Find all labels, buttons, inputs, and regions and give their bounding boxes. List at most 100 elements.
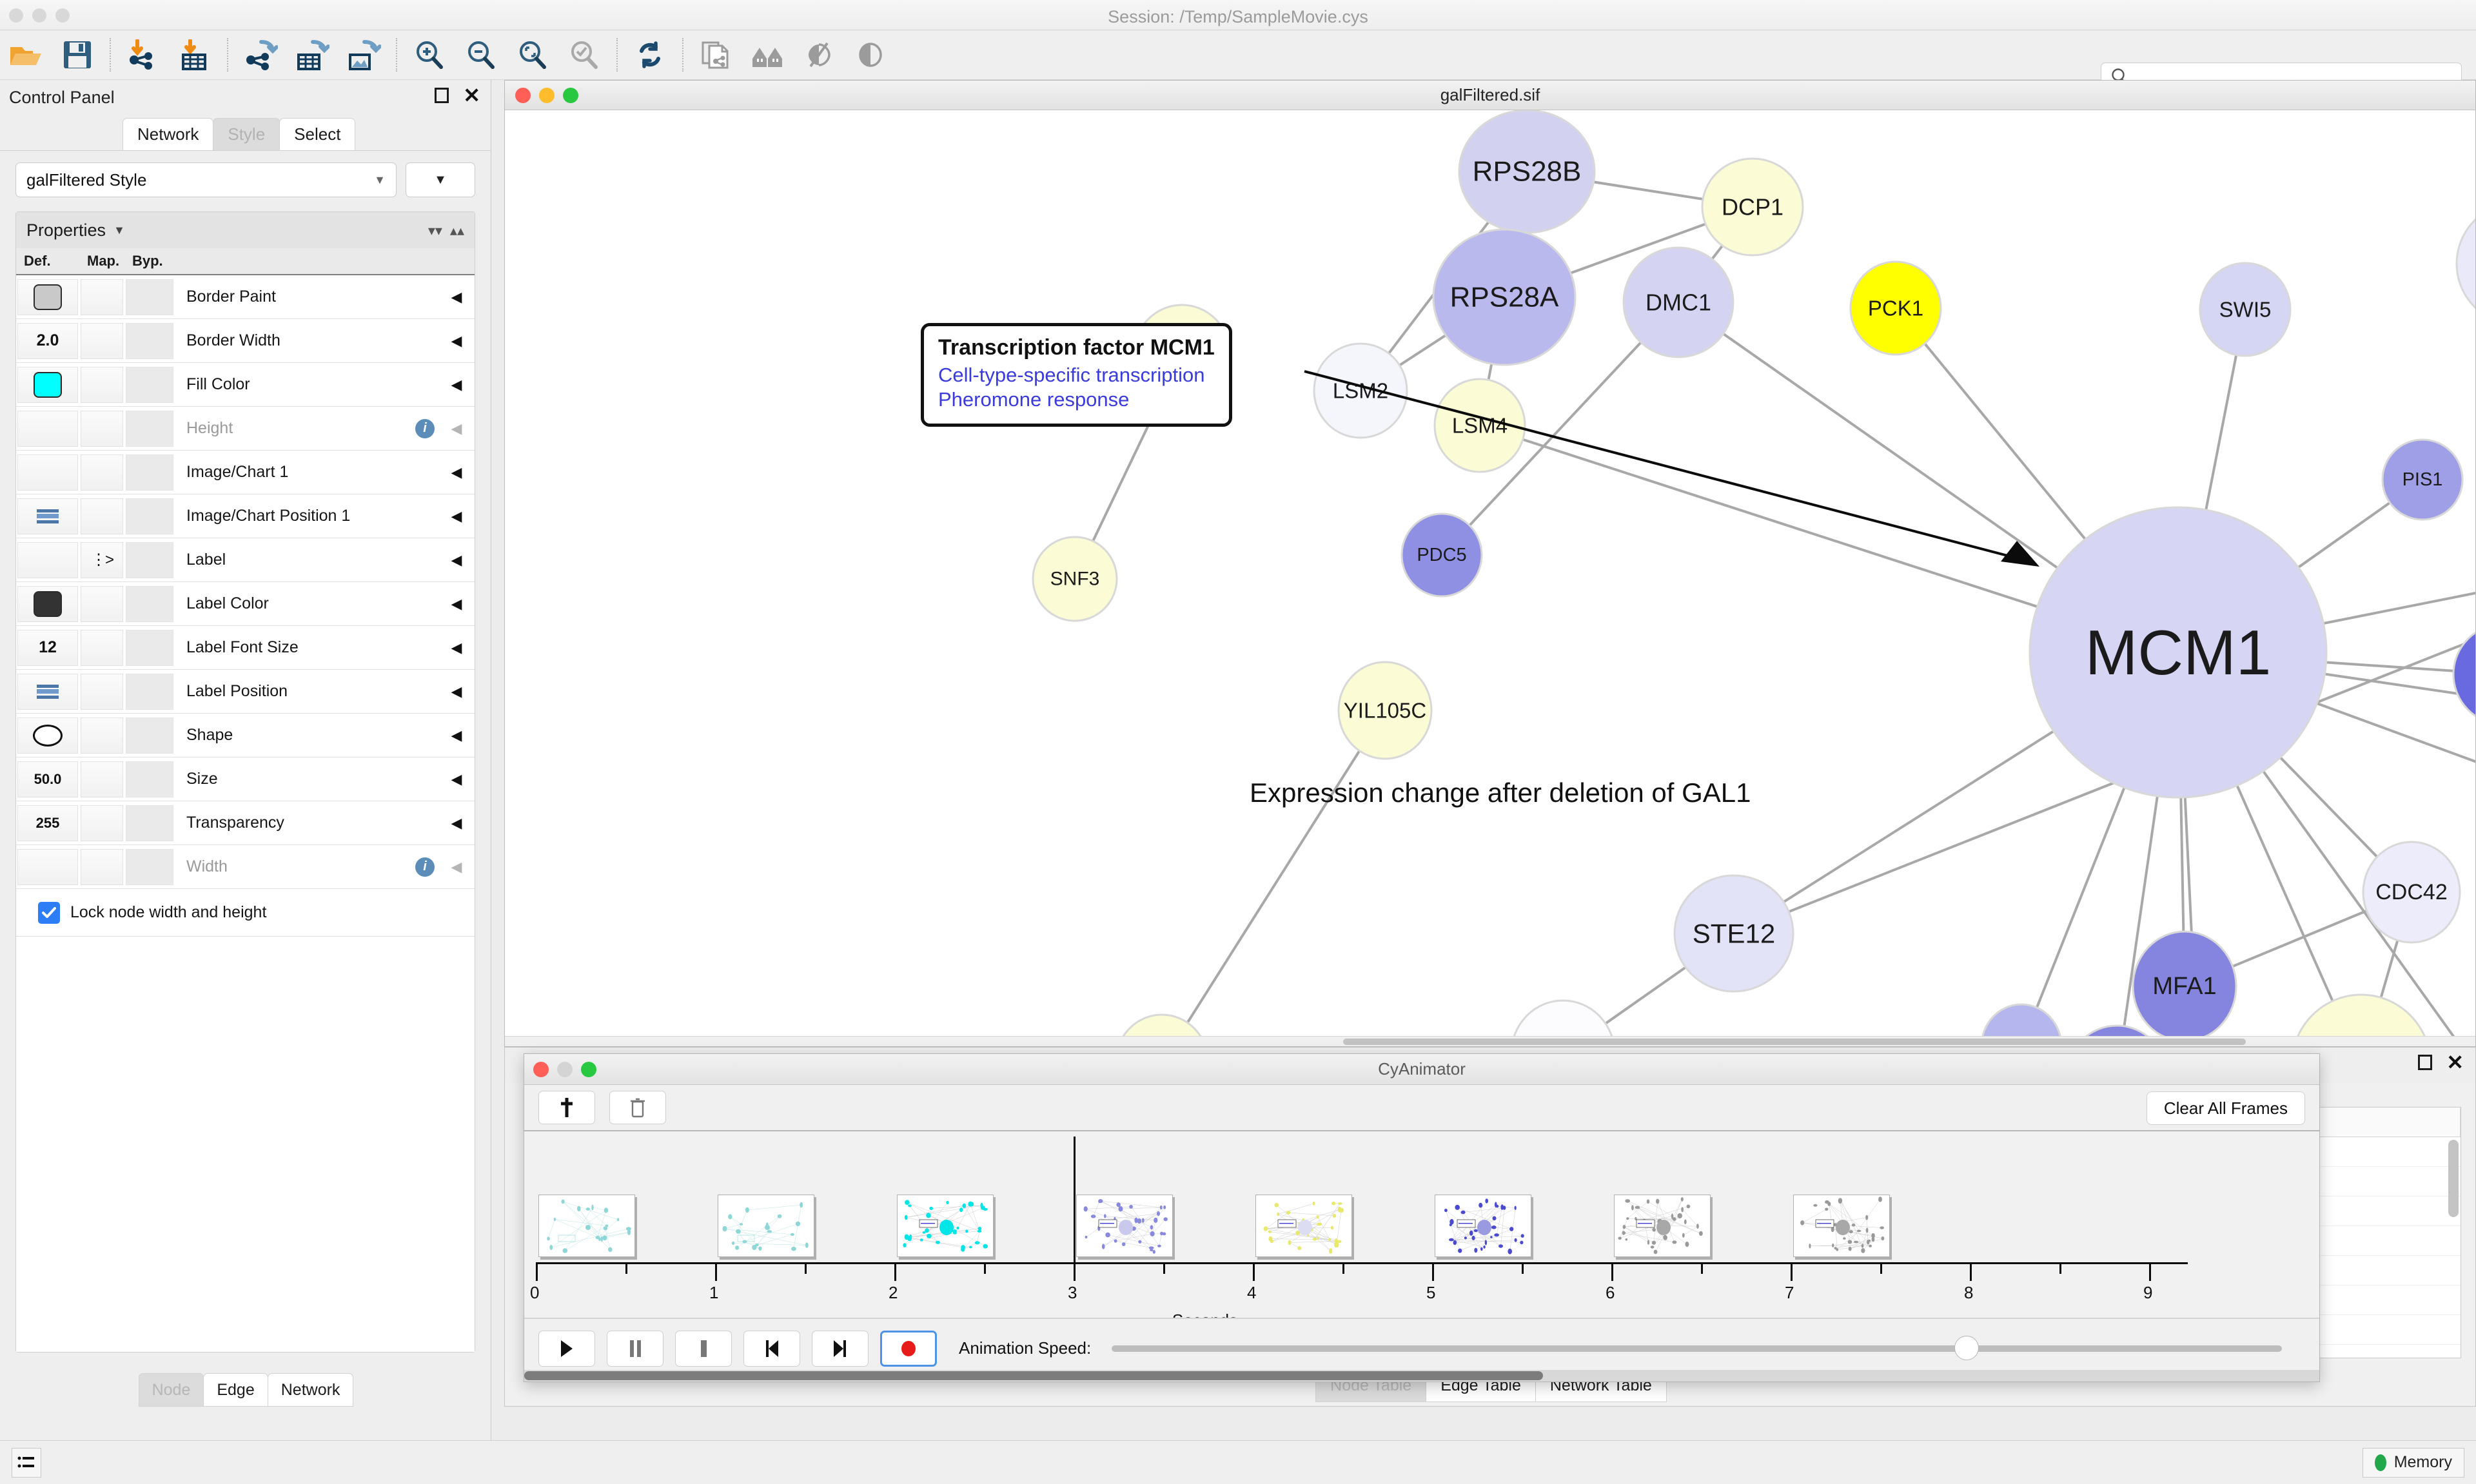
node-ellipse[interactable] xyxy=(1433,378,1526,473)
property-mapping-cell[interactable] xyxy=(81,454,123,491)
color-swatch[interactable] xyxy=(34,591,62,617)
property-default-cell[interactable] xyxy=(17,542,78,578)
add-frame-button[interactable] xyxy=(538,1091,595,1124)
property-row[interactable]: Image/Chart Position 1 ◀ xyxy=(16,494,475,538)
new-network-from-selection-icon[interactable] xyxy=(690,33,742,77)
destroy-network-icon[interactable] xyxy=(742,33,793,77)
task-list-icon[interactable] xyxy=(12,1447,41,1478)
fit-to-window-icon[interactable] xyxy=(507,33,558,77)
skip-previous-button[interactable] xyxy=(743,1330,800,1367)
network-node[interactable]: PCK1 xyxy=(1849,260,1942,356)
network-node[interactable]: MFA2 xyxy=(2452,624,2475,725)
cyanimator-timeline[interactable]: Seconds 0 1 2 3 4 5 6 7 8 9 xyxy=(524,1131,2319,1318)
hide-selected-icon[interactable] xyxy=(793,33,845,77)
property-bypass-cell[interactable] xyxy=(126,542,173,578)
property-default-cell[interactable] xyxy=(17,454,78,491)
property-mapping-cell[interactable]: ⋮> xyxy=(81,542,123,578)
network-node[interactable]: MCM1 xyxy=(2029,506,2328,799)
property-bypass-cell[interactable] xyxy=(126,322,173,359)
zoom-out-icon[interactable] xyxy=(455,33,507,77)
property-row[interactable]: Border Paint ◀ xyxy=(16,275,475,319)
property-mapping-cell[interactable] xyxy=(81,629,123,666)
property-default-cell[interactable]: 255 xyxy=(17,805,78,841)
property-expand-arrow[interactable]: ◀ xyxy=(451,858,462,875)
node-ellipse[interactable] xyxy=(1701,157,1804,257)
tab-style[interactable]: Style xyxy=(213,118,280,150)
record-button[interactable] xyxy=(880,1330,937,1367)
node-ellipse[interactable] xyxy=(2029,506,2328,799)
annotation-box[interactable]: Transcription factor MCM1 Cell-type-spec… xyxy=(921,323,1232,427)
node-ellipse[interactable] xyxy=(2292,993,2431,1046)
property-expand-arrow[interactable]: ◀ xyxy=(451,595,462,612)
info-icon[interactable]: i xyxy=(415,418,435,438)
property-bypass-cell[interactable] xyxy=(126,278,173,315)
property-expand-arrow[interactable]: ◀ xyxy=(451,727,462,743)
network-edge[interactable] xyxy=(1162,709,1386,1046)
timeline-frame[interactable] xyxy=(1255,1195,1352,1257)
property-row[interactable]: Label Color ◀ xyxy=(16,582,475,626)
property-expand-arrow[interactable]: ◀ xyxy=(451,814,462,831)
network-node[interactable]: LSM2 xyxy=(1313,342,1408,439)
property-row[interactable]: 12 Label Font Size ◀ xyxy=(16,626,475,670)
network-node[interactable]: PDC5 xyxy=(1400,513,1483,598)
property-row[interactable]: Shape ◀ xyxy=(16,714,475,757)
export-network-icon[interactable] xyxy=(235,33,286,77)
property-bypass-cell[interactable] xyxy=(126,498,173,534)
window-close-button[interactable] xyxy=(9,8,23,23)
node-ellipse[interactable] xyxy=(2452,624,2475,725)
tab-network[interactable]: Network xyxy=(123,118,214,150)
property-row[interactable]: Label Position ◀ xyxy=(16,670,475,714)
network-node[interactable]: STE12 xyxy=(1673,874,1794,993)
property-default-cell[interactable] xyxy=(17,717,78,754)
import-table-icon[interactable] xyxy=(169,33,221,77)
property-bypass-cell[interactable] xyxy=(126,673,173,710)
network-node[interactable]: SWI5 xyxy=(2199,262,2292,357)
bottom-tab-node[interactable]: Node xyxy=(138,1373,204,1407)
canvas-scroll-thumb[interactable] xyxy=(1343,1039,2246,1045)
property-default-cell[interactable] xyxy=(17,848,78,885)
property-bypass-cell[interactable] xyxy=(126,761,173,797)
bottom-tab-network[interactable]: Network xyxy=(267,1373,354,1407)
property-bypass-cell[interactable] xyxy=(126,717,173,754)
timeline-frame[interactable] xyxy=(1076,1195,1173,1257)
node-ellipse[interactable] xyxy=(1849,260,1942,356)
timeline-playhead[interactable] xyxy=(1074,1137,1076,1265)
save-icon[interactable] xyxy=(52,33,103,77)
property-expand-arrow[interactable]: ◀ xyxy=(451,288,462,305)
ellipse-shape-icon[interactable] xyxy=(33,724,63,747)
color-swatch[interactable] xyxy=(34,284,62,310)
node-ellipse[interactable] xyxy=(1432,228,1577,366)
property-row[interactable]: Width i ◀ xyxy=(16,845,475,889)
table-vertical-scrollbar[interactable] xyxy=(2448,1140,2459,1217)
stop-button[interactable] xyxy=(675,1330,732,1367)
timeline-frame[interactable] xyxy=(1614,1195,1711,1257)
property-expand-arrow[interactable]: ◀ xyxy=(451,464,462,480)
timeline-frame[interactable] xyxy=(1435,1195,1531,1257)
network-node[interactable]: RPS28B xyxy=(1458,110,1596,234)
animation-speed-slider[interactable] xyxy=(1112,1335,2282,1360)
network-node[interactable]: PIS1 xyxy=(2381,438,2464,521)
property-bypass-cell[interactable] xyxy=(126,848,173,885)
play-button[interactable] xyxy=(538,1330,595,1367)
window-controls[interactable] xyxy=(9,8,70,23)
node-ellipse[interactable] xyxy=(1673,874,1794,993)
network-node[interactable]: RPS28A xyxy=(1432,228,1577,366)
network-edge[interactable] xyxy=(1440,301,1680,556)
property-default-cell[interactable]: 12 xyxy=(17,629,78,666)
cyanimator-window-controls[interactable] xyxy=(533,1062,596,1077)
network-node[interactable]: YIL105C xyxy=(1337,661,1433,760)
color-swatch[interactable] xyxy=(34,371,62,398)
property-default-cell[interactable]: 50.0 xyxy=(17,761,78,797)
property-mapping-cell[interactable] xyxy=(81,717,123,754)
node-ellipse[interactable] xyxy=(1400,513,1483,598)
chevron-down-icon[interactable]: ▼ xyxy=(113,223,125,237)
node-ellipse[interactable] xyxy=(1313,342,1408,439)
collapse-all-icon[interactable]: ▾▾ xyxy=(427,222,442,239)
window-minimize-button[interactable] xyxy=(32,8,46,23)
property-bypass-cell[interactable] xyxy=(126,410,173,447)
property-mapping-cell[interactable] xyxy=(81,805,123,841)
node-ellipse[interactable] xyxy=(2455,201,2475,326)
animation-speed-knob[interactable] xyxy=(1954,1335,1979,1360)
property-expand-arrow[interactable]: ◀ xyxy=(451,551,462,568)
property-row[interactable]: 50.0 Size ◀ xyxy=(16,757,475,801)
